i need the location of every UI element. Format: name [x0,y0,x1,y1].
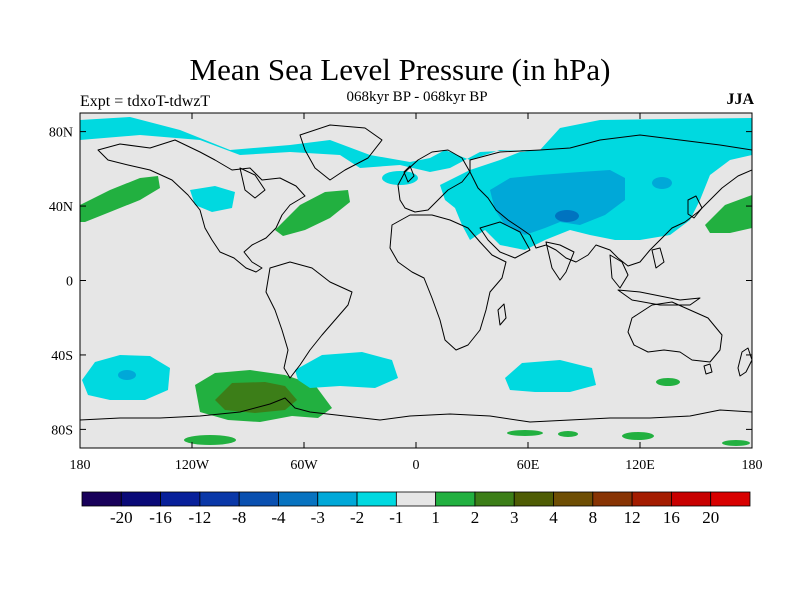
colorbar-label: -2 [350,508,364,527]
coastline-indonesia [617,289,701,306]
colorbar-swatch [671,491,712,507]
y-tick-label: 80N [49,126,73,141]
colorbar-label: -20 [110,508,133,527]
coastline-hudson-bay [239,167,266,199]
x-tick-label: 180 [742,458,763,473]
colorbar-swatch [278,491,319,507]
coastline-japan [687,195,703,219]
anomaly-region [275,190,350,236]
colorbar-label: -4 [271,508,286,527]
colorbar-swatch [631,491,672,507]
experiment-label: Expt = tdxoT-tdwzT [80,93,211,110]
x-tick-label: 0 [413,458,420,473]
y-tick-label: 40S [51,349,73,364]
colorbar-label: -12 [189,508,212,527]
y-tick-label: 80S [51,423,73,438]
anomaly-region [505,360,596,392]
colorbar-swatch [435,491,476,507]
colorbar-label: 3 [510,508,519,527]
colorbar-swatch [513,491,554,507]
period-label: 068kyr BP - 068kyr BP [346,89,488,105]
map-title: Mean Sea Level Pressure (in hPa) [189,52,611,87]
y-tick-label: 0 [66,275,73,290]
colorbar-swatch [592,491,633,507]
colorbar-label: 16 [663,508,680,527]
coastline-new-zealand [737,347,752,377]
x-tick-label: 120W [175,458,210,473]
coastline-asia [469,134,752,267]
coastline-tasmania [703,363,713,375]
anomaly-region [118,370,136,380]
anomaly-region [295,352,398,388]
anomaly-region [190,186,235,212]
anomaly-region [184,435,236,445]
coastline-australia [627,301,723,363]
colorbar-label: 12 [624,508,641,527]
coastline-southeast-asia [609,254,629,289]
x-tick-label: 180 [70,458,91,473]
colorbar-label: 1 [431,508,440,527]
anomaly-region [722,440,750,446]
colorbar-label: 4 [549,508,558,527]
anomaly-region [507,430,543,436]
colorbar-swatch [474,491,515,507]
colorbar-swatch [238,491,279,507]
anomaly-region [555,210,579,222]
colorbar-swatch [160,491,201,507]
season-label: JJA [726,91,754,108]
anomaly-region [622,432,654,440]
coastline-uk [403,165,415,183]
colorbar-label: -8 [232,508,246,527]
colorbar-swatch [553,491,594,507]
coastline-philippines [651,247,665,269]
coastline-greenland [299,124,383,181]
anomaly-region [490,170,625,235]
anomaly-region [558,431,578,437]
coastline-india [545,241,575,281]
y-tick-label: 40N [49,200,73,215]
colorbar-label: 8 [589,508,598,527]
colorbar-label: -1 [389,508,403,527]
colorbar-swatch [356,491,397,507]
colorbar-swatch [395,491,437,507]
anomaly-region [215,382,297,413]
colorbar-label: 20 [702,508,719,527]
anomaly-region [80,176,160,222]
anomaly-region [705,195,752,233]
x-axis-ticks: 180 120W 60W 0 60E 120E 180 [70,113,763,473]
coastlines [80,124,752,423]
colorbar-label: -3 [311,508,325,527]
anomaly-region [656,378,680,386]
coastline-madagascar [497,303,507,326]
coastline-south-america [265,261,353,379]
colorbar-label: 2 [471,508,480,527]
x-tick-label: 60E [517,458,540,473]
coastline-north-america [97,139,306,273]
coastline-antarctica [80,397,752,423]
anomaly-fields [80,117,752,446]
colorbar-label: -16 [149,508,172,527]
colorbar-swatch [81,491,122,507]
colorbar-swatch [120,491,161,507]
colorbar: -20 -16 -12 -8 -4 -3 -2 -1 1 2 3 4 8 12 16 20 [81,491,751,527]
coastline-africa [389,214,507,351]
y-axis-ticks: 80N 40N 0 40S 80S [49,126,752,438]
anomaly-region [652,177,672,189]
colorbar-swatch [317,491,358,507]
colorbar-swatch [710,491,751,507]
coastline-arabia [479,221,531,259]
x-tick-label: 120E [625,458,655,473]
colorbar-swatch [199,491,240,507]
x-tick-label: 60W [290,458,318,473]
